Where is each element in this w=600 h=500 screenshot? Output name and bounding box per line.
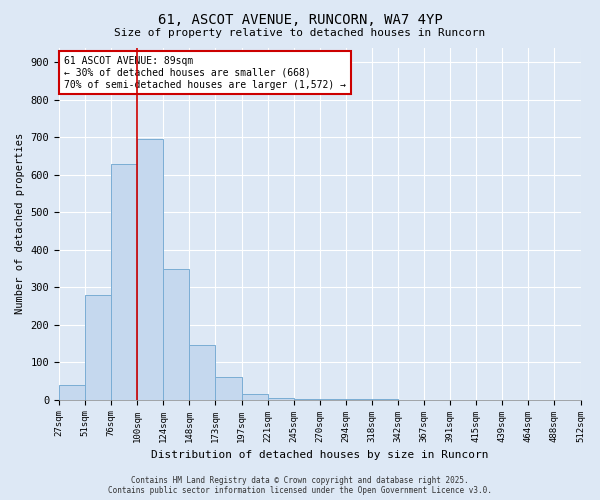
Text: Size of property relative to detached houses in Runcorn: Size of property relative to detached ho… [115,28,485,38]
Bar [163,268,190,400]
Text: 61, ASCOT AVENUE, RUNCORN, WA7 4YP: 61, ASCOT AVENUE, RUNCORN, WA7 4YP [158,12,442,26]
Bar [242,394,268,400]
Bar [59,384,85,400]
Bar [293,399,320,400]
Bar [215,377,242,400]
Text: 61 ASCOT AVENUE: 89sqm
← 30% of detached houses are smaller (668)
70% of semi-de: 61 ASCOT AVENUE: 89sqm ← 30% of detached… [64,56,346,90]
Bar [111,164,137,400]
Y-axis label: Number of detached properties: Number of detached properties [15,133,25,314]
X-axis label: Distribution of detached houses by size in Runcorn: Distribution of detached houses by size … [151,450,488,460]
Text: Contains HM Land Registry data © Crown copyright and database right 2025.
Contai: Contains HM Land Registry data © Crown c… [108,476,492,495]
Bar [268,398,293,400]
Bar [190,346,215,400]
Bar [137,140,163,400]
Bar [85,295,111,400]
